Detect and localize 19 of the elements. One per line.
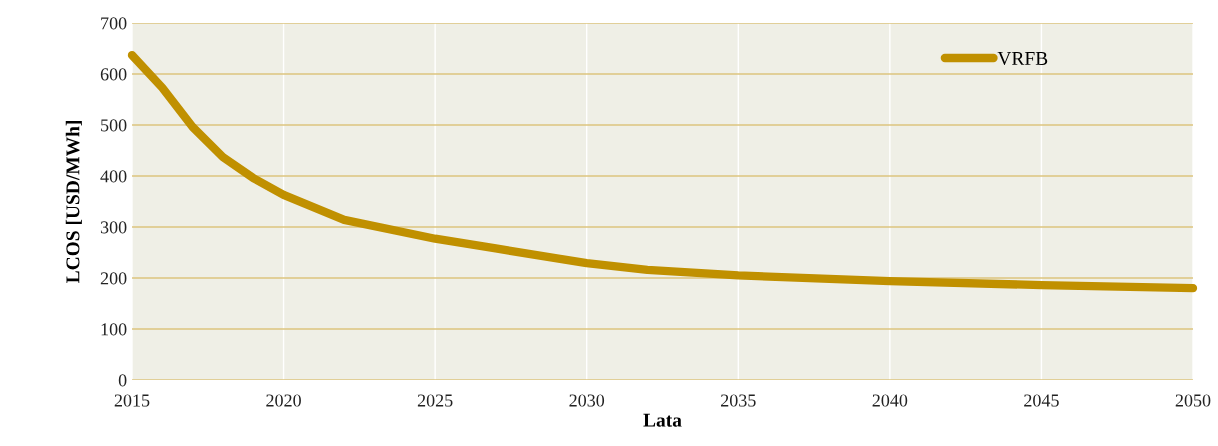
x-tick-label: 2015 — [114, 394, 150, 407]
y-tick-label: 100 — [101, 323, 127, 336]
x-tick-label: 2035 — [721, 394, 756, 407]
x-axis-title: Lata — [643, 413, 682, 427]
x-tick-label: 2020 — [266, 394, 301, 407]
y-axis-title: LCOS [USD/MWh] — [65, 121, 82, 283]
x-tick-label: 2045 — [1024, 394, 1059, 407]
y-tick-label: 200 — [100, 272, 127, 285]
x-tick-label: 2025 — [417, 394, 453, 407]
x-tick-label: 2030 — [569, 394, 605, 407]
y-tick-label: 500 — [101, 119, 127, 132]
x-tick-label: 2050 — [1175, 394, 1211, 407]
y-tick-label: 600 — [100, 68, 127, 81]
y-tick-label: 700 — [101, 17, 127, 30]
y-tick-label: 300 — [100, 221, 127, 234]
y-tick-label: 400 — [100, 170, 127, 183]
y-tick-label: 0 — [118, 374, 127, 387]
x-tick-label: 2040 — [872, 394, 908, 407]
legend-label: VRFB — [997, 52, 1048, 66]
